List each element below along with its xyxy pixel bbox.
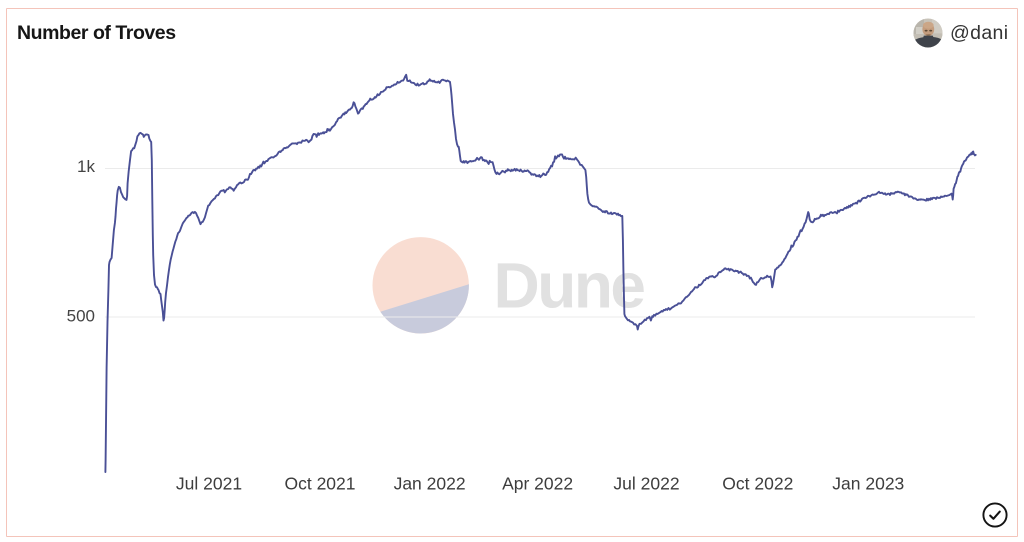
svg-text:Jul 2022: Jul 2022 [613,474,679,494]
svg-text:Oct 2021: Oct 2021 [284,474,355,494]
svg-text:Jan 2022: Jan 2022 [394,474,466,494]
svg-text:500: 500 [67,307,95,326]
svg-text:Jul 2021: Jul 2021 [176,474,242,494]
svg-text:Dune: Dune [494,250,645,322]
svg-text:Apr 2022: Apr 2022 [502,474,573,494]
svg-text:1k: 1k [77,157,95,176]
svg-text:Jan 2023: Jan 2023 [832,474,904,494]
svg-text:Oct 2022: Oct 2022 [722,474,793,494]
